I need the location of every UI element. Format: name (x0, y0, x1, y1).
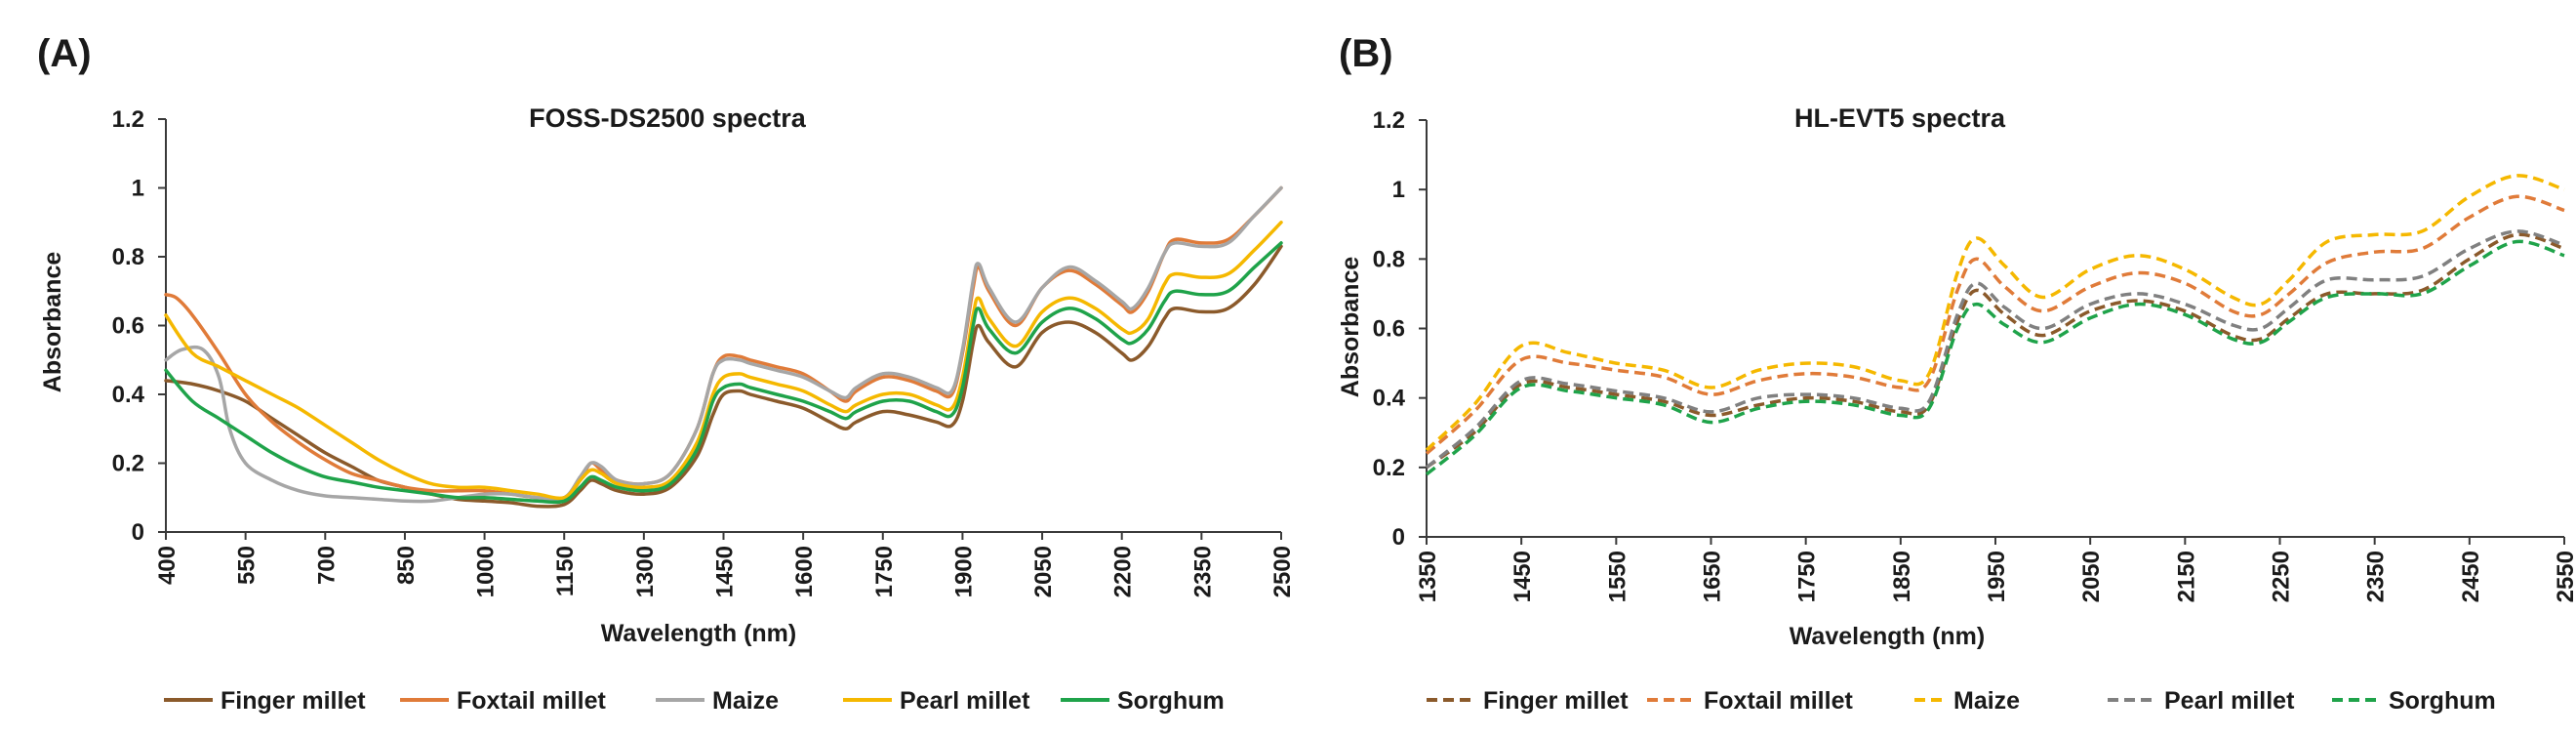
x-tick-label-a: 1900 (950, 546, 977, 597)
legend-label-b-0: Finger millet (1483, 687, 1629, 715)
series-line-b-3 (1425, 229, 2565, 470)
chart-b: (B) HL-EVT5 spectra Absorbance Wavelengt… (1337, 32, 2576, 715)
y-tick-label-a: 0 (132, 519, 144, 546)
y-axis-label-b: Absorbance (1337, 257, 1364, 398)
y-tick-label-b: 1.2 (1373, 107, 1405, 134)
x-tick-label-a: 2500 (1269, 546, 1296, 597)
chart-title-b: HL-EVT5 spectra (1794, 103, 2006, 133)
y-tick-label-a: 1.2 (112, 106, 144, 133)
y-tick-label-b: 1 (1392, 177, 1405, 203)
x-tick-label-b: 2050 (2078, 551, 2105, 602)
legend-label-b-1: Foxtail millet (1704, 687, 1853, 715)
legend-label-a-2: Maize (712, 687, 779, 715)
series-line-b-0 (1425, 232, 2565, 470)
y-tick-label-b: 0.4 (1373, 386, 1406, 412)
series-line-b-1 (1425, 194, 2565, 455)
y-tick-label-a: 0.6 (112, 313, 144, 340)
x-tick-label-a: 1750 (871, 546, 898, 597)
x-tick-label-a: 850 (393, 546, 420, 585)
x-tick-label-a: 2350 (1189, 546, 1216, 597)
legend-label-a-4: Sorghum (1117, 687, 1225, 715)
x-tick-label-b: 1450 (1509, 551, 1536, 602)
legend-label-b-3: Pearl millet (2164, 687, 2295, 715)
chart-title-a: FOSS-DS2500 spectra (529, 103, 807, 133)
x-tick-label-a: 550 (234, 546, 261, 585)
legend-label-b-4: Sorghum (2389, 687, 2496, 715)
series-line-b-4 (1425, 239, 2565, 476)
x-tick-label-b: 1650 (1700, 551, 1726, 602)
x-tick-label-a: 2050 (1030, 546, 1057, 597)
x-tick-label-a: 1150 (552, 546, 579, 596)
panel-letter-a: (A) (37, 32, 92, 75)
legend-label-b-2: Maize (1953, 687, 2020, 715)
x-tick-label-b: 1950 (1984, 551, 2010, 602)
y-tick-label-a: 1 (132, 176, 144, 202)
legend-label-a-3: Pearl millet (900, 687, 1030, 715)
x-tick-label-a: 2200 (1110, 546, 1137, 597)
y-tick-label-a: 0.4 (112, 382, 145, 408)
legend-label-a-0: Finger millet (221, 687, 366, 715)
y-tick-label-a: 0.8 (112, 244, 144, 270)
y-tick-label-b: 0.2 (1373, 455, 1405, 481)
y-tick-label-a: 0.2 (112, 451, 144, 477)
y-tick-label-b: 0 (1392, 524, 1405, 551)
x-tick-label-b: 2550 (2553, 551, 2576, 602)
x-tick-label-a: 400 (154, 546, 181, 585)
x-tick-label-b: 2450 (2458, 551, 2484, 602)
x-axis-label-a: Wavelength (nm) (601, 620, 796, 647)
y-tick-label-b: 0.6 (1373, 316, 1405, 343)
series-line-a-2 (164, 185, 1283, 504)
x-tick-label-a: 1000 (473, 546, 500, 597)
x-tick-label-a: 1600 (791, 546, 818, 597)
x-tick-label-b: 1750 (1794, 551, 1821, 602)
chart-a: (A) FOSS-DS2500 spectra Absorbance Wavel… (37, 32, 1296, 715)
series-line-a-3 (164, 221, 1283, 501)
x-axis-label-b: Wavelength (nm) (1790, 623, 1985, 650)
x-tick-label-b: 2150 (2173, 551, 2199, 602)
x-tick-label-b: 2250 (2269, 551, 2295, 602)
series-line-a-4 (164, 241, 1283, 505)
legend-label-a-1: Foxtail millet (457, 687, 606, 715)
series-line-a-1 (164, 185, 1283, 501)
series-line-b-2 (1425, 174, 2565, 452)
y-tick-label-b: 0.8 (1373, 246, 1405, 272)
panel-letter-b: (B) (1339, 32, 1393, 75)
x-tick-label-b: 1850 (1889, 551, 1915, 602)
x-tick-label-b: 2350 (2363, 551, 2390, 602)
y-axis-label-a: Absorbance (39, 252, 66, 393)
x-tick-label-b: 1550 (1604, 551, 1630, 602)
x-tick-label-b: 1350 (1415, 551, 1441, 602)
x-tick-label-a: 700 (313, 546, 340, 585)
x-tick-label-a: 1450 (712, 546, 739, 597)
x-tick-label-a: 1300 (632, 546, 659, 597)
